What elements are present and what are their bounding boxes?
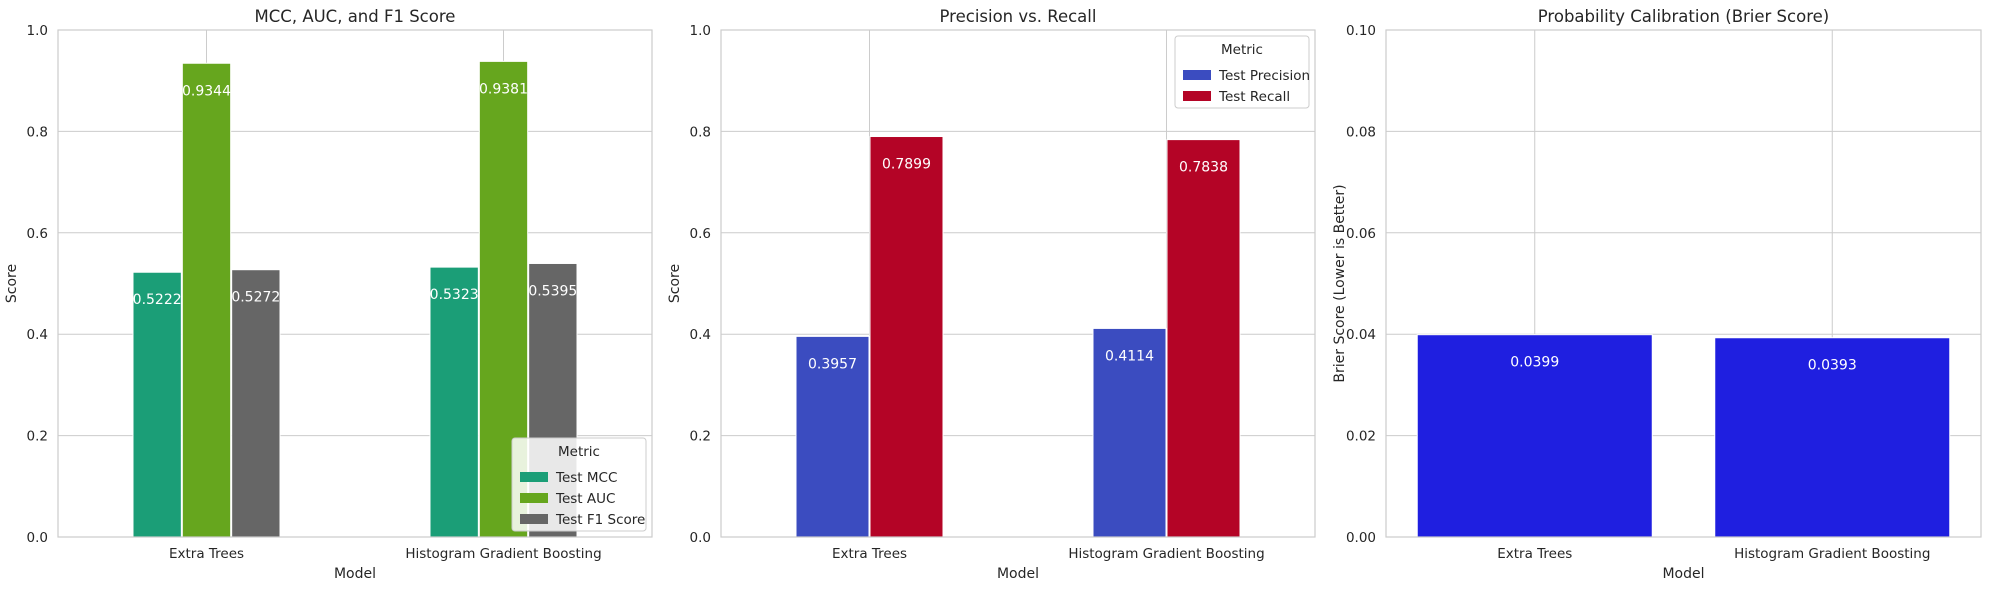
legend-label: Test F1 Score xyxy=(555,512,645,528)
y-tick-label: 0.00 xyxy=(1346,530,1376,546)
bar xyxy=(795,335,870,538)
chart-panel-3: 0.00 0.02 0.04 0.06 0.08 0.10 0.0399 0.0393 Extr… xyxy=(1332,7,1982,582)
legend-label: Test MCC xyxy=(555,470,617,486)
x-tick-label: Histogram Gradient Boosting xyxy=(1068,546,1264,562)
legend-box xyxy=(511,437,647,532)
y-axis-label: Brier Score (Lower is Better) xyxy=(1332,184,1348,382)
legend-swatch xyxy=(520,472,548,482)
legend-swatch xyxy=(1183,91,1211,101)
y-tick-label: 0.0 xyxy=(27,530,48,546)
y-tick-label: 0.04 xyxy=(1346,327,1376,343)
bar-value-label: 0.5222 xyxy=(133,292,182,308)
bar-value-label: 0.5395 xyxy=(528,283,577,299)
bar xyxy=(1416,334,1653,538)
bar xyxy=(429,266,479,538)
legend-title: Metric xyxy=(558,444,600,460)
legend-swatch xyxy=(1183,70,1211,80)
chart-title: Probability Calibration (Brier Score) xyxy=(1538,7,1829,26)
x-tick-label: Extra Trees xyxy=(832,546,907,562)
bar xyxy=(231,269,281,538)
legend-label: Test AUC xyxy=(555,491,615,507)
legend-box xyxy=(1174,35,1310,109)
y-tick-label: 0.8 xyxy=(27,124,48,140)
y-tick-label: 0.4 xyxy=(690,327,711,343)
x-tick-label: Extra Trees xyxy=(169,546,244,562)
y-axis-label: Score xyxy=(4,264,20,303)
y-tick-label: 0.08 xyxy=(1346,124,1376,140)
bar-value-label: 0.3957 xyxy=(808,356,857,372)
y-tick-label: 0.0 xyxy=(690,530,711,546)
y-tick-label: 0.6 xyxy=(27,226,48,242)
bar-value-label: 0.0393 xyxy=(1808,358,1857,374)
legend-title: Metric xyxy=(1221,42,1263,58)
chart-panel-1: 0.0 0.2 0.4 0.6 0.8 1.0 0.5222 0.5323 0.9344 0.93… xyxy=(4,7,653,582)
y-tick-label: 0.06 xyxy=(1346,226,1376,242)
y-axis-label: Score xyxy=(667,264,683,303)
legend-label: Test Recall xyxy=(1218,89,1290,105)
y-tick-label: 0.02 xyxy=(1346,429,1376,445)
bar xyxy=(132,271,182,538)
bar-value-label: 0.5272 xyxy=(231,290,280,306)
legend: Metric Test MCC Test AUC Test F1 Score xyxy=(511,437,647,532)
legend-label: Test Precision xyxy=(1218,68,1310,84)
bar xyxy=(1166,139,1241,538)
chart-title: Precision vs. Recall xyxy=(940,7,1097,26)
plot-frame xyxy=(720,29,1316,538)
y-tick-label: 1.0 xyxy=(27,23,48,39)
legend-swatch xyxy=(520,493,548,503)
plot-frame xyxy=(1385,29,1982,538)
x-tick-label: Extra Trees xyxy=(1497,546,1572,562)
bar xyxy=(1092,327,1167,538)
bar xyxy=(869,136,944,538)
y-tick-label: 0.8 xyxy=(690,124,711,140)
x-axis-label: Model xyxy=(1662,566,1704,582)
x-tick-label: Histogram Gradient Boosting xyxy=(1734,546,1930,562)
y-tick-label: 0.6 xyxy=(690,226,711,242)
plot-frame xyxy=(57,29,653,538)
chart-panel-2: 0.0 0.2 0.4 0.6 0.8 1.0 0.3957 0.4114 0.7899 0.78… xyxy=(667,7,1316,582)
x-axis-label: Model xyxy=(334,566,376,582)
legend: Metric Test Precision Test Recall xyxy=(1174,35,1310,109)
chart-title: MCC, AUC, and F1 Score xyxy=(255,7,456,26)
bar-value-label: 0.4114 xyxy=(1105,348,1154,364)
y-tick-label: 0.2 xyxy=(27,429,48,445)
legend-swatch xyxy=(520,514,548,524)
bar-value-label: 0.9381 xyxy=(479,81,528,97)
x-axis-label: Model xyxy=(997,566,1039,582)
x-tick-label: Histogram Gradient Boosting xyxy=(405,546,601,562)
bar-value-label: 0.7899 xyxy=(882,157,931,173)
bar xyxy=(181,62,232,538)
bar-value-label: 0.7838 xyxy=(1179,160,1228,176)
y-tick-label: 0.2 xyxy=(690,429,711,445)
y-tick-label: 0.10 xyxy=(1346,23,1376,39)
y-tick-label: 1.0 xyxy=(690,23,711,39)
y-tick-label: 0.4 xyxy=(27,327,48,343)
bar-value-label: 0.5323 xyxy=(430,287,479,303)
bar-value-label: 0.0399 xyxy=(1510,355,1559,371)
bar xyxy=(1714,337,1951,538)
bar-value-label: 0.9344 xyxy=(182,83,231,99)
